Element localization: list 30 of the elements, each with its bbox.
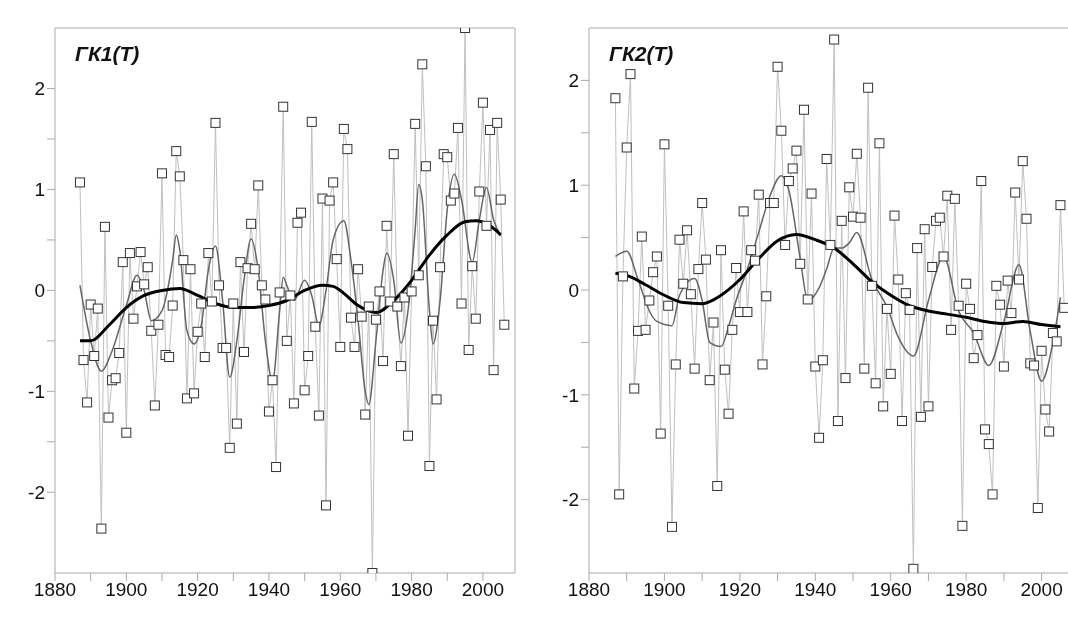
y-tick-label: -2 (28, 482, 45, 503)
x-tick-label: 1880 (567, 579, 611, 601)
x-tick-label: 2000 (461, 579, 505, 601)
x-tick-label: 1940 (794, 579, 837, 601)
line-series (614, 175, 1062, 382)
text: ГК1(Т) (75, 42, 140, 66)
y-tick-label: 0 (34, 280, 45, 302)
y-tick-label: 2 (568, 70, 579, 92)
y-tick-label: 1 (34, 179, 45, 201)
text: ГК2(Т) (609, 42, 674, 66)
y-tick-label: 1 (568, 174, 579, 196)
y-tick-label: -1 (28, 381, 45, 403)
x-tick-label: 1960 (869, 579, 912, 601)
x-tick-label: 1920 (718, 579, 762, 601)
x-tick-label: 1880 (33, 579, 77, 601)
line-series (78, 219, 503, 343)
y-tick-label: 0 (568, 279, 579, 301)
line-series (613, 232, 1062, 329)
x-tick-label: 1980 (945, 579, 988, 601)
x-tick-label: 1920 (176, 579, 219, 601)
line-series (79, 173, 502, 406)
x-tick-label: 1980 (390, 579, 433, 601)
x-tick-label: 1940 (247, 579, 291, 601)
x-tick-label: 1960 (319, 579, 362, 601)
y-tick-label: 2 (34, 78, 45, 100)
y-tick-label: -1 (562, 384, 579, 406)
x-tick-label: 2000 (1020, 579, 1063, 601)
x-tick-label: 1900 (105, 579, 148, 601)
y-tick-label: -2 (562, 489, 579, 511)
x-tick-label: 1900 (643, 579, 686, 601)
